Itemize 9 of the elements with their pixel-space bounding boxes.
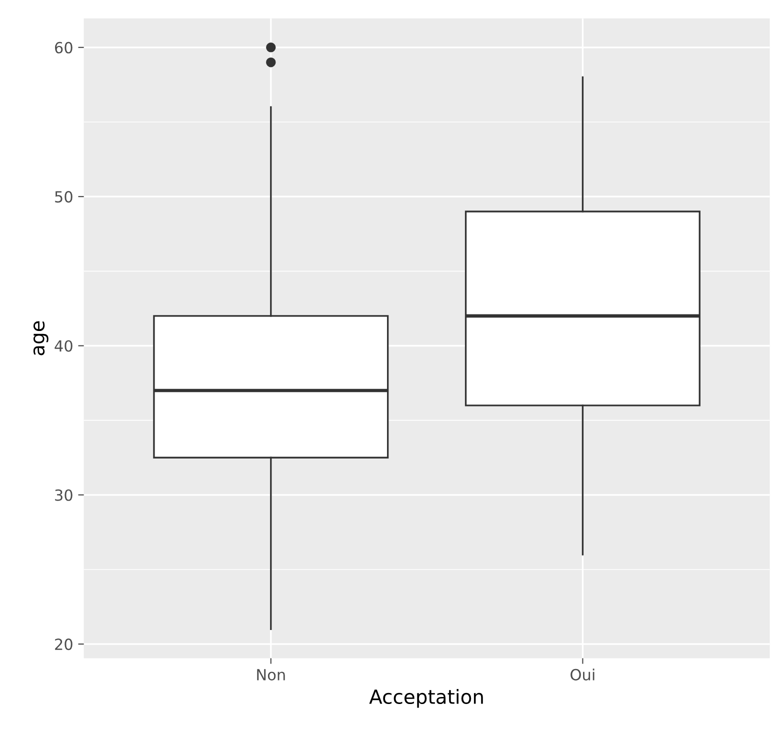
y-tick-label: 50 <box>55 191 72 203</box>
y-tick-label: 30 <box>55 489 72 501</box>
y-tick-label: 60 <box>55 42 72 54</box>
x-tick-label: Oui <box>570 668 594 680</box>
x-tick-label: Non <box>257 669 285 680</box>
y-tick-label: 20 <box>55 638 72 650</box>
y-tick-label: 40 <box>54 340 72 352</box>
x-axis-title: Acceptation <box>369 688 483 708</box>
y-axis-title: age <box>33 321 48 356</box>
